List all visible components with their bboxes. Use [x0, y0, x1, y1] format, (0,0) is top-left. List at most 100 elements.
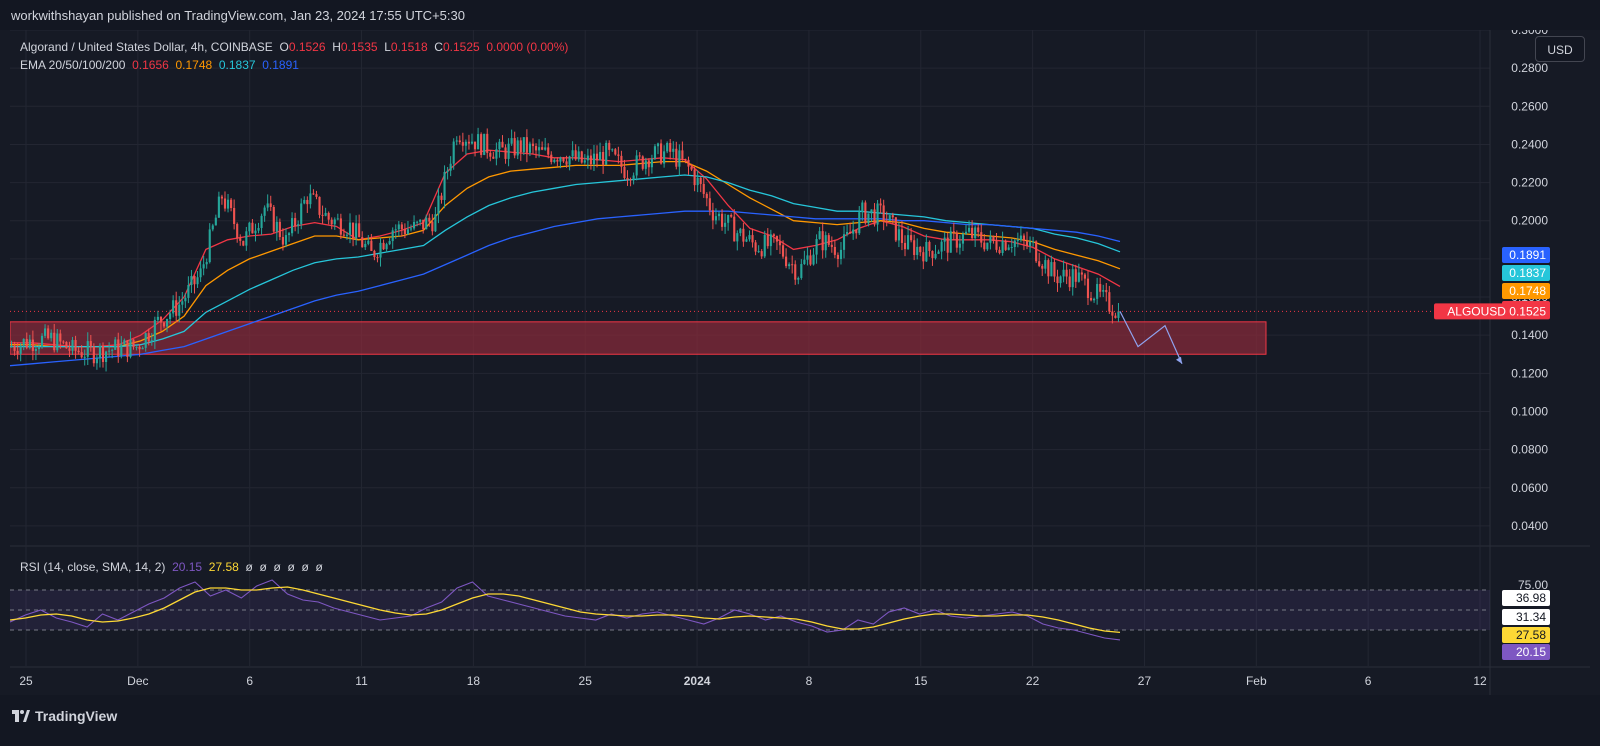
candle-body [760, 251, 763, 257]
candle [797, 276, 800, 285]
tradingview-brand: TradingView [35, 708, 118, 724]
candle [480, 132, 483, 158]
candle-body [772, 234, 775, 237]
candle-body [403, 229, 406, 234]
candle [406, 221, 410, 235]
candle-body [778, 241, 782, 246]
candle [888, 214, 891, 222]
candle [763, 230, 766, 259]
candle-body [1028, 241, 1032, 246]
candle [83, 349, 86, 366]
candle-body [1047, 260, 1050, 277]
ema100-value: 0.1837 [218, 58, 256, 72]
candle-body [242, 240, 245, 246]
candle [162, 321, 166, 329]
candle [217, 191, 220, 218]
candle [952, 222, 955, 240]
projection-arrow[interactable] [1119, 311, 1183, 365]
candle-body [342, 234, 345, 236]
rsi-na-6: ø [315, 560, 323, 574]
candle-body [830, 244, 833, 247]
projection-arrow-head [1176, 356, 1182, 364]
price-tick-label: 0.0800 [1511, 443, 1548, 457]
candle-body [1099, 284, 1102, 292]
candle-body [437, 195, 440, 215]
candle [943, 232, 946, 251]
candle [580, 150, 583, 164]
candle-body [565, 161, 568, 165]
candle-body [135, 346, 138, 348]
candle [913, 234, 916, 261]
tradingview-logo[interactable]: TradingView [12, 708, 117, 724]
time-tick-label: 2024 [684, 674, 711, 688]
chart-area[interactable]: 0.30000.28000.26000.24000.22000.20000.18… [9, 23, 1590, 695]
currency-button[interactable]: USD [1535, 36, 1585, 62]
rsi-legend[interactable]: RSI (14, close, SMA, 14, 2) 20.15 27.58 … [20, 560, 323, 574]
candle [867, 213, 870, 227]
candle [1096, 277, 1099, 305]
candle [71, 336, 74, 355]
time-axis: 25 Dec 6 11 18 25 2024 8 15 22 27 Feb 6 12 [19, 674, 1487, 688]
candle-body [748, 235, 751, 240]
candle [80, 345, 83, 359]
candle-body [263, 207, 266, 216]
candle [525, 129, 528, 163]
candle [815, 234, 818, 264]
candle-body [321, 214, 324, 216]
candle [1059, 275, 1062, 288]
candle [720, 209, 724, 231]
candle [513, 131, 516, 159]
candle-body [138, 346, 141, 350]
candle [1044, 255, 1047, 274]
candle [422, 219, 425, 234]
candle-body [666, 142, 669, 152]
candle [751, 228, 754, 248]
candle [873, 203, 876, 227]
candle [894, 217, 897, 243]
candle [669, 139, 672, 160]
candle-body [544, 147, 547, 150]
candle [949, 226, 952, 253]
symbol-legend[interactable]: Algorand / United States Dollar, 4h, COI… [20, 40, 568, 54]
candle [922, 246, 925, 270]
candle [129, 331, 132, 359]
price-tag-ema200-bg [1502, 247, 1550, 263]
candle [245, 226, 248, 251]
candle [605, 140, 608, 166]
candle [242, 240, 245, 247]
candle-body [1096, 284, 1099, 299]
candle-body [132, 339, 135, 348]
candle-body [373, 250, 376, 258]
candle-body [974, 227, 977, 239]
candle-body [547, 147, 550, 155]
candle-body [1083, 274, 1086, 279]
price-chart[interactable]: 0.30000.28000.26000.24000.22000.20000.18… [9, 23, 1590, 695]
candle [266, 194, 269, 212]
candle-body [931, 250, 934, 259]
candle [565, 155, 568, 168]
candle [983, 234, 986, 252]
candle [638, 152, 641, 160]
candle [855, 229, 858, 239]
candle [641, 155, 644, 171]
candle [772, 233, 775, 243]
candle-body [873, 209, 876, 225]
candle-body [617, 154, 620, 156]
ema-legend[interactable]: EMA 20/50/100/200 0.1656 0.1748 0.1837 0… [20, 58, 299, 72]
candle-body [483, 133, 486, 155]
candle [531, 138, 535, 154]
candle [412, 215, 416, 231]
candle [775, 235, 779, 250]
candle [214, 214, 217, 226]
candle [187, 276, 190, 304]
candle [547, 143, 550, 159]
candle [34, 344, 37, 361]
candle-body [531, 143, 535, 147]
candle-body [727, 214, 730, 223]
candle [748, 230, 751, 242]
support-zone[interactable] [9, 321, 1267, 355]
last-price-tag-text: ALGOUSD 0.1525 [1447, 304, 1546, 318]
candle-body [608, 142, 611, 150]
candle [132, 339, 135, 350]
candle-body [516, 140, 519, 156]
